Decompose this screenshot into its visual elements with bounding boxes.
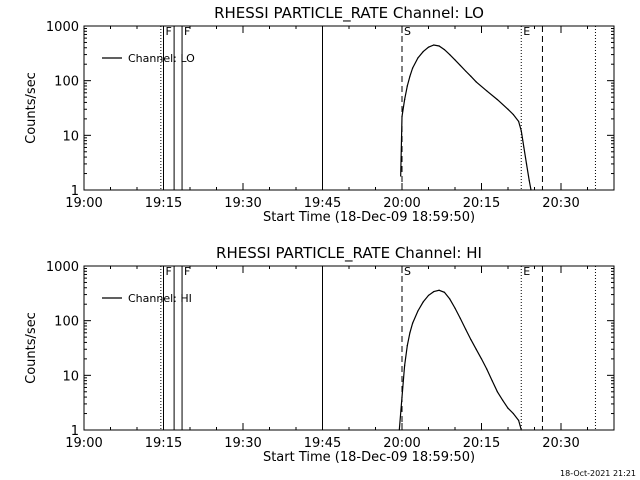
chart1-data-point xyxy=(465,328,467,330)
chart1-data-point xyxy=(449,298,451,300)
chart1-data-point xyxy=(512,412,514,415)
chart0-event-flag: E xyxy=(523,25,530,38)
chart1-x-tick-label: 19:30 xyxy=(224,436,261,451)
chart0-data-point xyxy=(412,67,414,69)
chart0-x-tick-label: 20:30 xyxy=(542,196,579,211)
chart1-data-point xyxy=(520,429,522,431)
chart0-data-point xyxy=(528,179,530,181)
chart1-data-point xyxy=(398,429,400,431)
chart0-data-point xyxy=(507,108,509,110)
chart1-data-point xyxy=(404,365,406,367)
chart1-y-axis-label: Counts/sec xyxy=(24,312,39,384)
chart1-data-point xyxy=(454,307,456,309)
panel-hi: RHESSI PARTICLE_RATE Channel: HI 19:00 19:… xyxy=(24,244,615,465)
chart0-legend-label: Channel: LO xyxy=(128,52,195,65)
chart1-data-point xyxy=(409,332,411,334)
chart0-data-point xyxy=(427,46,430,48)
chart0-data-point xyxy=(454,59,456,61)
chart0-data-point xyxy=(470,75,472,77)
chart1-data-point xyxy=(486,368,488,370)
chart0-data-point xyxy=(438,45,440,47)
chart0-data-point xyxy=(525,163,528,165)
chart1-data-point xyxy=(459,317,461,320)
chart1-data-point xyxy=(412,322,414,324)
chart0-data-point xyxy=(433,44,435,46)
chart0-data-point xyxy=(523,146,525,149)
chart0-data-point xyxy=(401,116,403,118)
chart0-data-point xyxy=(459,64,461,67)
chart1-x-tick-label: 19:00 xyxy=(65,436,102,451)
chart0-x-tick-label: 19:00 xyxy=(65,196,102,211)
chart0-event-flag: S xyxy=(404,25,411,38)
chart1-data-point xyxy=(491,380,493,382)
chart0-data-point xyxy=(512,113,514,116)
chart0-data-point xyxy=(475,81,477,83)
chart1-data-point xyxy=(406,344,408,347)
chart1-legend-label: Channel: HI xyxy=(128,292,192,305)
chart1-event-flag: F xyxy=(166,265,172,278)
chart0-series-line xyxy=(400,44,532,191)
chart0-data-point xyxy=(530,189,532,191)
chart1-x-tick-label: 20:30 xyxy=(542,436,579,451)
chart0-event-flag: F xyxy=(166,25,172,38)
chart1-data-point xyxy=(438,289,440,291)
chart0-y-tick-label: 10 xyxy=(62,129,79,144)
chart0-data-point xyxy=(406,85,408,87)
chart1-event-flag: F xyxy=(184,265,190,278)
chart1-data-point xyxy=(507,407,509,409)
chart1-data-point xyxy=(401,396,403,398)
chart1-data-point xyxy=(422,301,424,303)
chart1-data-point xyxy=(417,310,419,312)
chart0-data-point xyxy=(422,51,424,53)
chart1-data-point xyxy=(475,348,477,350)
chart0-x-tick-label: 19:30 xyxy=(224,196,261,211)
chart1-x-tick-label: 20:15 xyxy=(463,436,500,451)
chart1-x-tick-label: 20:00 xyxy=(383,436,420,451)
chart0-x-tick-label: 19:45 xyxy=(304,196,341,211)
chart1-y-tick-label: 100 xyxy=(54,315,79,330)
chart1-y-tick-label: 10 xyxy=(62,369,79,384)
chart1-data-point xyxy=(427,294,430,296)
chart1-data-point xyxy=(480,358,483,360)
chart0-data-point xyxy=(496,99,498,101)
chart1-data-point xyxy=(518,419,520,421)
chart1-data-point xyxy=(496,391,498,393)
chart1-x-tick-label: 19:15 xyxy=(145,436,182,451)
chart0-x-tick-label: 20:00 xyxy=(383,196,420,211)
chart0-data-point xyxy=(417,57,419,59)
chart1-x-axis-label: Start Time (18-Dec-09 18:59:50) xyxy=(263,450,475,465)
chart0-data-point xyxy=(465,70,467,72)
chart0-x-tick-label: 19:15 xyxy=(145,196,182,211)
chart1-x-tick-label: 19:45 xyxy=(304,436,341,451)
chart0-title: RHESSI PARTICLE_RATE Channel: LO xyxy=(214,4,484,23)
chart0-data-point xyxy=(518,120,520,122)
chart0-x-tick-label: 20:15 xyxy=(463,196,500,211)
chart1-y-tick-label: 1 xyxy=(71,424,79,439)
chart0-data-point xyxy=(404,99,406,101)
chart1-data-point xyxy=(433,291,435,293)
chart0-data-point xyxy=(449,53,451,56)
chart0-data-point xyxy=(520,130,522,132)
chart0-y-axis-label: Counts/sec xyxy=(24,72,39,144)
chart0-data-point xyxy=(486,90,488,92)
chart0-data-point xyxy=(400,175,402,177)
chart0-x-axis-label: Start Time (18-Dec-09 18:59:50) xyxy=(263,210,475,225)
chart0-event-flag: F xyxy=(184,25,190,38)
chart0-data-point xyxy=(443,49,445,51)
chart1-data-point xyxy=(470,339,472,341)
chart1-data-point xyxy=(443,291,445,293)
panel-lo: RHESSI PARTICLE_RATE Channel: LO 19:00 19:… xyxy=(24,4,615,225)
chart0-y-tick-label: 100 xyxy=(54,75,79,90)
footer-timestamp: 18-Oct-2021 21:21 xyxy=(560,469,636,478)
chart1-data-point xyxy=(502,399,504,401)
chart0-data-point xyxy=(409,75,411,77)
chart1-event-flag: S xyxy=(404,265,411,278)
chart0-y-tick-label: 1 xyxy=(71,184,79,199)
chart1-event-flag: E xyxy=(523,265,530,278)
chart1-y-tick-label: 1000 xyxy=(46,260,79,275)
chart1-title: RHESSI PARTICLE_RATE Channel: HI xyxy=(216,244,482,263)
chart0-y-tick-label: 1000 xyxy=(46,20,79,35)
